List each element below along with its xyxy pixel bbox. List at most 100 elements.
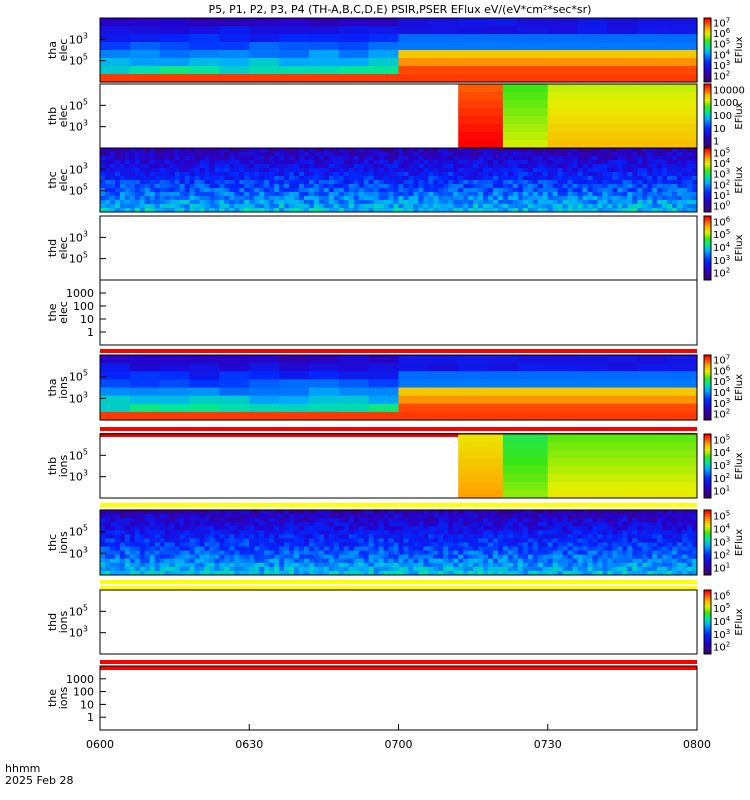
heatmap-cell (229, 176, 235, 181)
heatmap-cell (403, 522, 409, 527)
heatmap-cell (378, 148, 384, 153)
heatmap-cell (567, 518, 574, 523)
heatmap-cell (463, 538, 469, 543)
heatmap-cell (433, 542, 439, 547)
heatmap-cell (502, 152, 509, 157)
heatmap-cell (308, 188, 315, 193)
heatmap-cell (527, 148, 534, 153)
heatmap-cell (572, 200, 578, 205)
heatmap-cell (617, 192, 623, 197)
colorbar-segment (704, 58, 711, 62)
heatmap-cell (488, 74, 519, 83)
heatmap-cell (507, 152, 514, 157)
heatmap-cell (488, 355, 519, 364)
heatmap-cell (308, 26, 340, 35)
heatmap-cell (667, 148, 673, 153)
colorbar-segment (704, 404, 711, 408)
heatmap-cell (517, 546, 524, 552)
heatmap-cell (682, 176, 688, 181)
heatmap-cell (134, 176, 141, 181)
heatmap-cell (194, 180, 200, 185)
heatmap-cell (647, 168, 653, 173)
heatmap-cell (413, 168, 419, 173)
heatmap-cell (682, 148, 688, 153)
heatmap-cell (488, 156, 494, 161)
heatmap-cell (662, 172, 668, 177)
heatmap-cell (582, 514, 588, 519)
heatmap-cell (289, 546, 295, 552)
heatmap-cell (532, 510, 539, 515)
heatmap-cell (627, 172, 633, 177)
heatmap-cell (552, 180, 559, 185)
heatmap-cell (159, 534, 166, 539)
heatmap-cell (622, 176, 628, 181)
heatmap-cell (662, 570, 668, 576)
heatmap-cell (398, 570, 404, 576)
heatmap-cell (303, 514, 310, 519)
heatmap-cell (687, 546, 693, 552)
colorbar-segment (704, 90, 711, 94)
heatmap-cell (418, 546, 424, 552)
heatmap-cell (114, 538, 121, 543)
heatmap-cell (532, 208, 539, 213)
heatmap-cell (144, 562, 151, 568)
heatmap-cell (692, 514, 698, 519)
heatmap-cell (294, 204, 300, 209)
heatmap-cell (577, 160, 583, 165)
heatmap-cell (443, 530, 449, 535)
colorbar-segment (704, 398, 711, 401)
heatmap-cell (353, 148, 360, 153)
heatmap-cell (473, 542, 479, 547)
heatmap-cell (478, 518, 484, 523)
heatmap-cell (687, 196, 693, 201)
heatmap-cell (109, 534, 116, 539)
heatmap-cell (338, 371, 370, 380)
heatmap-cell (363, 200, 370, 205)
heatmap-cell (637, 42, 668, 51)
y-tick-exponent: 5 (83, 369, 88, 378)
heatmap-cell (463, 534, 469, 539)
heatmap-cell (458, 387, 489, 397)
heatmap-cell (289, 192, 295, 197)
heatmap-cell (607, 355, 638, 364)
heatmap-cell (169, 570, 176, 576)
heatmap-cell (557, 196, 564, 201)
heatmap-cell (269, 200, 275, 205)
colorbar-tick-exponent: 1 (726, 562, 730, 570)
heatmap-cell (408, 530, 414, 535)
heatmap-cell (572, 538, 578, 543)
colorbar-tick-label: 102 (713, 408, 730, 421)
heatmap-cell (692, 566, 698, 572)
heatmap-cell (483, 148, 489, 153)
colorbar-segment (704, 233, 711, 236)
heatmap-cell (572, 518, 578, 523)
heatmap-cell (488, 148, 494, 153)
heatmap-cell (582, 188, 588, 193)
heatmap-cell (542, 542, 549, 547)
heatmap-cell (219, 200, 225, 205)
heatmap-cell (443, 550, 449, 556)
heatmap-cell (109, 542, 116, 547)
heatmap-cell (657, 510, 663, 515)
heatmap-cell (323, 156, 330, 161)
panel-frame (99, 17, 698, 83)
colorbar-segment (704, 466, 711, 469)
heatmap-cell (308, 510, 315, 515)
heatmap-cell (318, 196, 325, 201)
heatmap-cell (338, 554, 345, 560)
heatmap-cell (318, 152, 325, 157)
heatmap-cell (353, 570, 360, 576)
heatmap-cell (488, 514, 494, 519)
heatmap-cell (587, 160, 593, 165)
y-tick-label: 103 (69, 545, 88, 560)
heatmap-cell (393, 168, 399, 173)
heatmap-cell (582, 164, 588, 169)
heatmap-cell (632, 538, 638, 543)
heatmap-cell (398, 160, 404, 165)
heatmap-cell (682, 514, 688, 519)
heatmap-cell (204, 518, 210, 523)
heatmap-cell (483, 566, 489, 572)
heatmap-cell (448, 200, 454, 205)
heatmap-cell (488, 562, 494, 568)
heatmap-cell (239, 526, 245, 531)
